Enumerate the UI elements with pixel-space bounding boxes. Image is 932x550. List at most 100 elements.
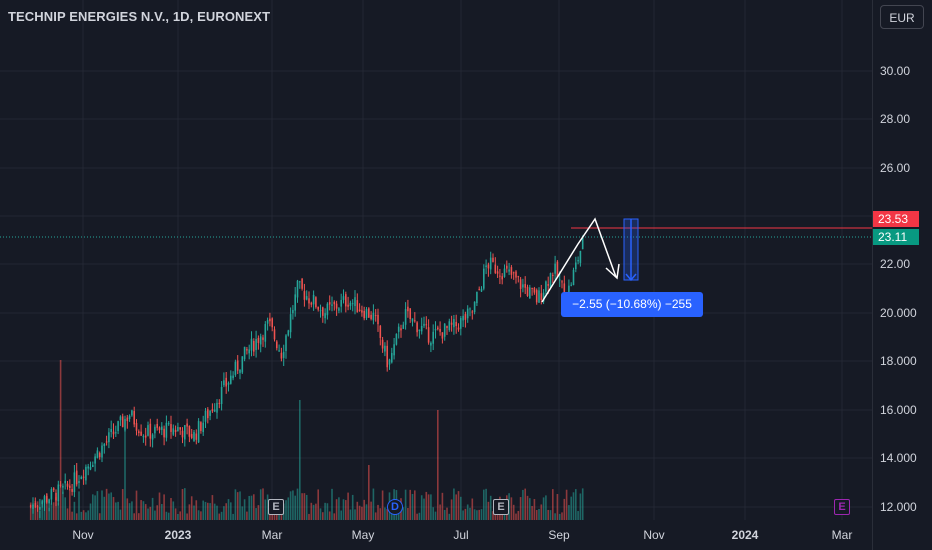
candle-body [248, 349, 251, 354]
volume-bar [278, 512, 280, 520]
volume-bar [253, 494, 255, 520]
candle-body [524, 284, 527, 288]
candle-body [506, 265, 508, 269]
candle-body [570, 284, 573, 286]
candle-body [299, 281, 301, 283]
candle-body [554, 263, 556, 274]
candle-body [391, 353, 393, 363]
candle-body [308, 298, 310, 304]
candle-body [305, 296, 308, 300]
candle-body [512, 272, 515, 274]
candle-body [476, 291, 478, 304]
candle-body [250, 338, 253, 351]
volume-bar [480, 509, 483, 520]
volume-bar [423, 498, 425, 520]
candle-body [423, 323, 425, 326]
candlesticks [29, 235, 584, 519]
volume-bar [554, 513, 556, 520]
candle-body [319, 310, 322, 312]
candle-body [409, 308, 412, 319]
candle-body [462, 315, 464, 321]
earnings-event-icon[interactable]: E [493, 499, 509, 515]
candle-body [273, 329, 276, 340]
candle-body [280, 352, 283, 359]
volume-bar [335, 499, 338, 520]
candle-body [234, 361, 237, 375]
volume-bar [223, 506, 225, 520]
volume-bar [96, 491, 99, 520]
candle-body [443, 323, 446, 337]
volume-bar [184, 488, 186, 520]
volume-bar [151, 497, 154, 520]
candle-body [253, 340, 255, 352]
candle-body [322, 307, 324, 316]
dividend-event-icon[interactable]: D [387, 499, 403, 515]
volume-bar [342, 499, 345, 520]
measure-arrowhead [625, 273, 637, 282]
volume-bar [434, 511, 437, 520]
volume-bar [204, 501, 207, 520]
candle-body [62, 485, 64, 488]
candle-body [508, 269, 510, 272]
candle-body [310, 302, 313, 305]
volume-bar [108, 493, 110, 520]
volume-bar [414, 490, 416, 520]
volume-bar [402, 507, 405, 520]
candle-body [420, 325, 423, 332]
volume-bar [303, 493, 306, 520]
candle-body [377, 314, 379, 325]
candle-body [262, 337, 264, 340]
candle-body [200, 422, 202, 431]
volume-bar [94, 495, 96, 520]
candle-body [227, 382, 230, 385]
volume-bar [209, 503, 211, 520]
volume-bar [287, 497, 290, 520]
candle-body [414, 320, 416, 322]
volume-bar [563, 498, 566, 520]
candle-body [328, 302, 331, 305]
volume-bar [579, 493, 582, 520]
volume-bar [556, 494, 559, 520]
candle-body [531, 287, 533, 289]
earnings-event-icon[interactable]: E [268, 499, 284, 515]
candle-body [561, 281, 563, 283]
candle-body [239, 369, 241, 373]
volume-bar [52, 502, 55, 520]
volume-bar [248, 495, 251, 520]
candle-body [374, 315, 377, 317]
volume-bar [87, 510, 90, 520]
volume-bar [476, 510, 478, 520]
candle-body [80, 476, 83, 479]
future-earnings-event-icon[interactable]: E [834, 499, 850, 515]
volume-bar [315, 503, 317, 520]
candle-body [460, 318, 462, 329]
candle-body [547, 284, 550, 286]
candle-body [126, 417, 129, 421]
volume-bar [255, 508, 257, 520]
candle-body [499, 275, 501, 277]
volume-bar [561, 512, 563, 520]
volume-bar [140, 500, 142, 520]
volume-bar [174, 508, 177, 520]
candle-body [363, 310, 366, 319]
volume-bar [80, 511, 83, 520]
volume-bar [89, 503, 92, 520]
candle-body [98, 453, 101, 458]
candle-body [340, 299, 343, 307]
volume-bar [381, 490, 384, 520]
currency-button[interactable]: EUR [880, 5, 924, 29]
candle-body [386, 345, 389, 368]
candle-body [149, 423, 152, 439]
volume-bar [427, 494, 430, 520]
volume-bar [230, 502, 232, 520]
candle-body [218, 402, 221, 404]
candle-body [121, 416, 124, 428]
volume-bar [524, 488, 527, 520]
candle-body [533, 288, 536, 293]
volume-bar [250, 495, 253, 520]
volume-bar [46, 493, 48, 520]
x-tick-label: Jul [453, 528, 469, 542]
volume-bar [213, 503, 216, 520]
volume-bar [351, 494, 354, 520]
